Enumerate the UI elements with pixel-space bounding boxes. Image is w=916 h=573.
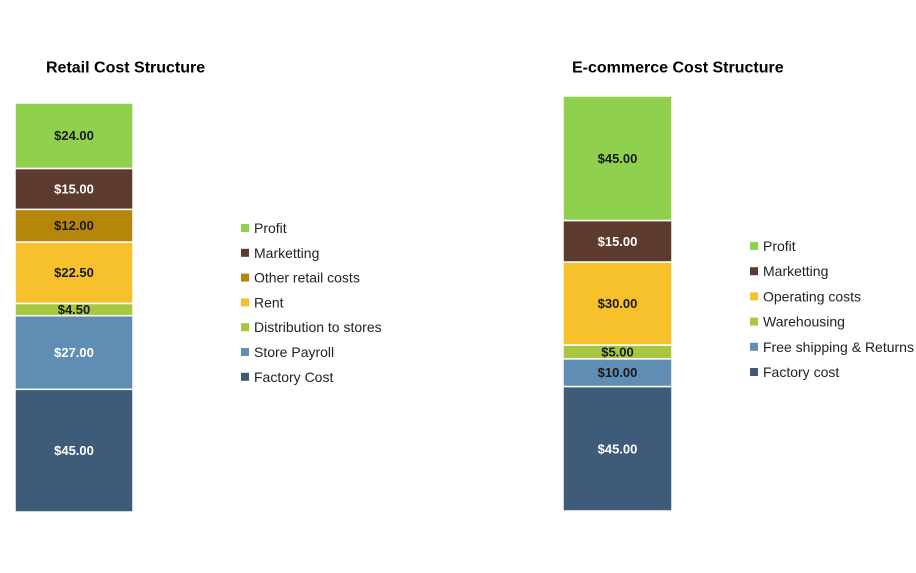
legend-swatch (750, 242, 758, 250)
chart-1: E-commerce Cost Structure $45.00 $10.00 $5.… (562, 60, 914, 512)
data-label: $4.50 (58, 302, 91, 317)
bar-segment-profit (14, 102, 134, 170)
legend-label: Store Payroll (254, 344, 334, 360)
legend-swatch (750, 342, 758, 351)
chart-title: Retail Cost Structure (46, 60, 205, 77)
legend-label: Marketting (763, 263, 828, 279)
legend-swatch (241, 224, 249, 232)
bar-segment-marketting (14, 167, 134, 211)
legend-swatch (750, 292, 758, 301)
data-label: $30.00 (598, 296, 638, 311)
data-label: $45.00 (598, 441, 638, 456)
legend-label: Warehousing (763, 314, 845, 330)
legend-swatch (241, 298, 249, 307)
legend-swatch (241, 248, 249, 257)
data-label: $10.00 (598, 365, 638, 380)
data-label: $45.00 (598, 151, 638, 166)
bar-segment-factory-cost (562, 385, 673, 512)
legend-swatch (241, 348, 249, 356)
legend-label: Factory Cost (254, 369, 333, 385)
bar-segment-rent (14, 241, 134, 305)
bar-segment-profit (562, 95, 673, 222)
chart-0: Retail Cost Structure $45.00 $27.00 $4.50 $2… (14, 60, 382, 513)
bar-segment-marketting (562, 219, 673, 263)
legend-label: Marketting (254, 245, 319, 261)
data-label: $15.00 (598, 234, 638, 249)
bar-segment-free-shipping-returns (562, 358, 673, 388)
legend-label: Rent (254, 294, 284, 310)
bar-segment-store-payroll (14, 314, 134, 391)
legend-label: Operating costs (763, 288, 861, 304)
legend-swatch (241, 372, 249, 381)
data-label: $12.00 (54, 218, 94, 233)
legend-label: Profit (763, 238, 796, 254)
data-label: $15.00 (54, 181, 94, 196)
legend-label: Factory cost (763, 364, 839, 380)
legend-label: Distribution to stores (254, 319, 382, 335)
data-label: $5.00 (601, 344, 634, 359)
bar-segment-other-retail-costs (14, 208, 134, 243)
data-label: $24.00 (54, 128, 94, 143)
data-label: $27.00 (54, 345, 94, 360)
legend-label: Free shipping & Returns (763, 339, 914, 355)
legend-swatch (750, 317, 758, 326)
legend-swatch (750, 368, 758, 376)
legend-swatch (241, 323, 249, 332)
bar-segment-factory-cost (14, 388, 134, 513)
legend-swatch (241, 273, 249, 282)
legend-label: Profit (254, 220, 287, 236)
chart-title: E-commerce Cost Structure (572, 60, 784, 77)
legend-swatch (750, 267, 758, 276)
legend-label: Other retail costs (254, 270, 360, 286)
data-label: $22.50 (54, 265, 94, 280)
data-label: $45.00 (54, 443, 94, 458)
bar-segment-operating-costs (562, 261, 673, 346)
